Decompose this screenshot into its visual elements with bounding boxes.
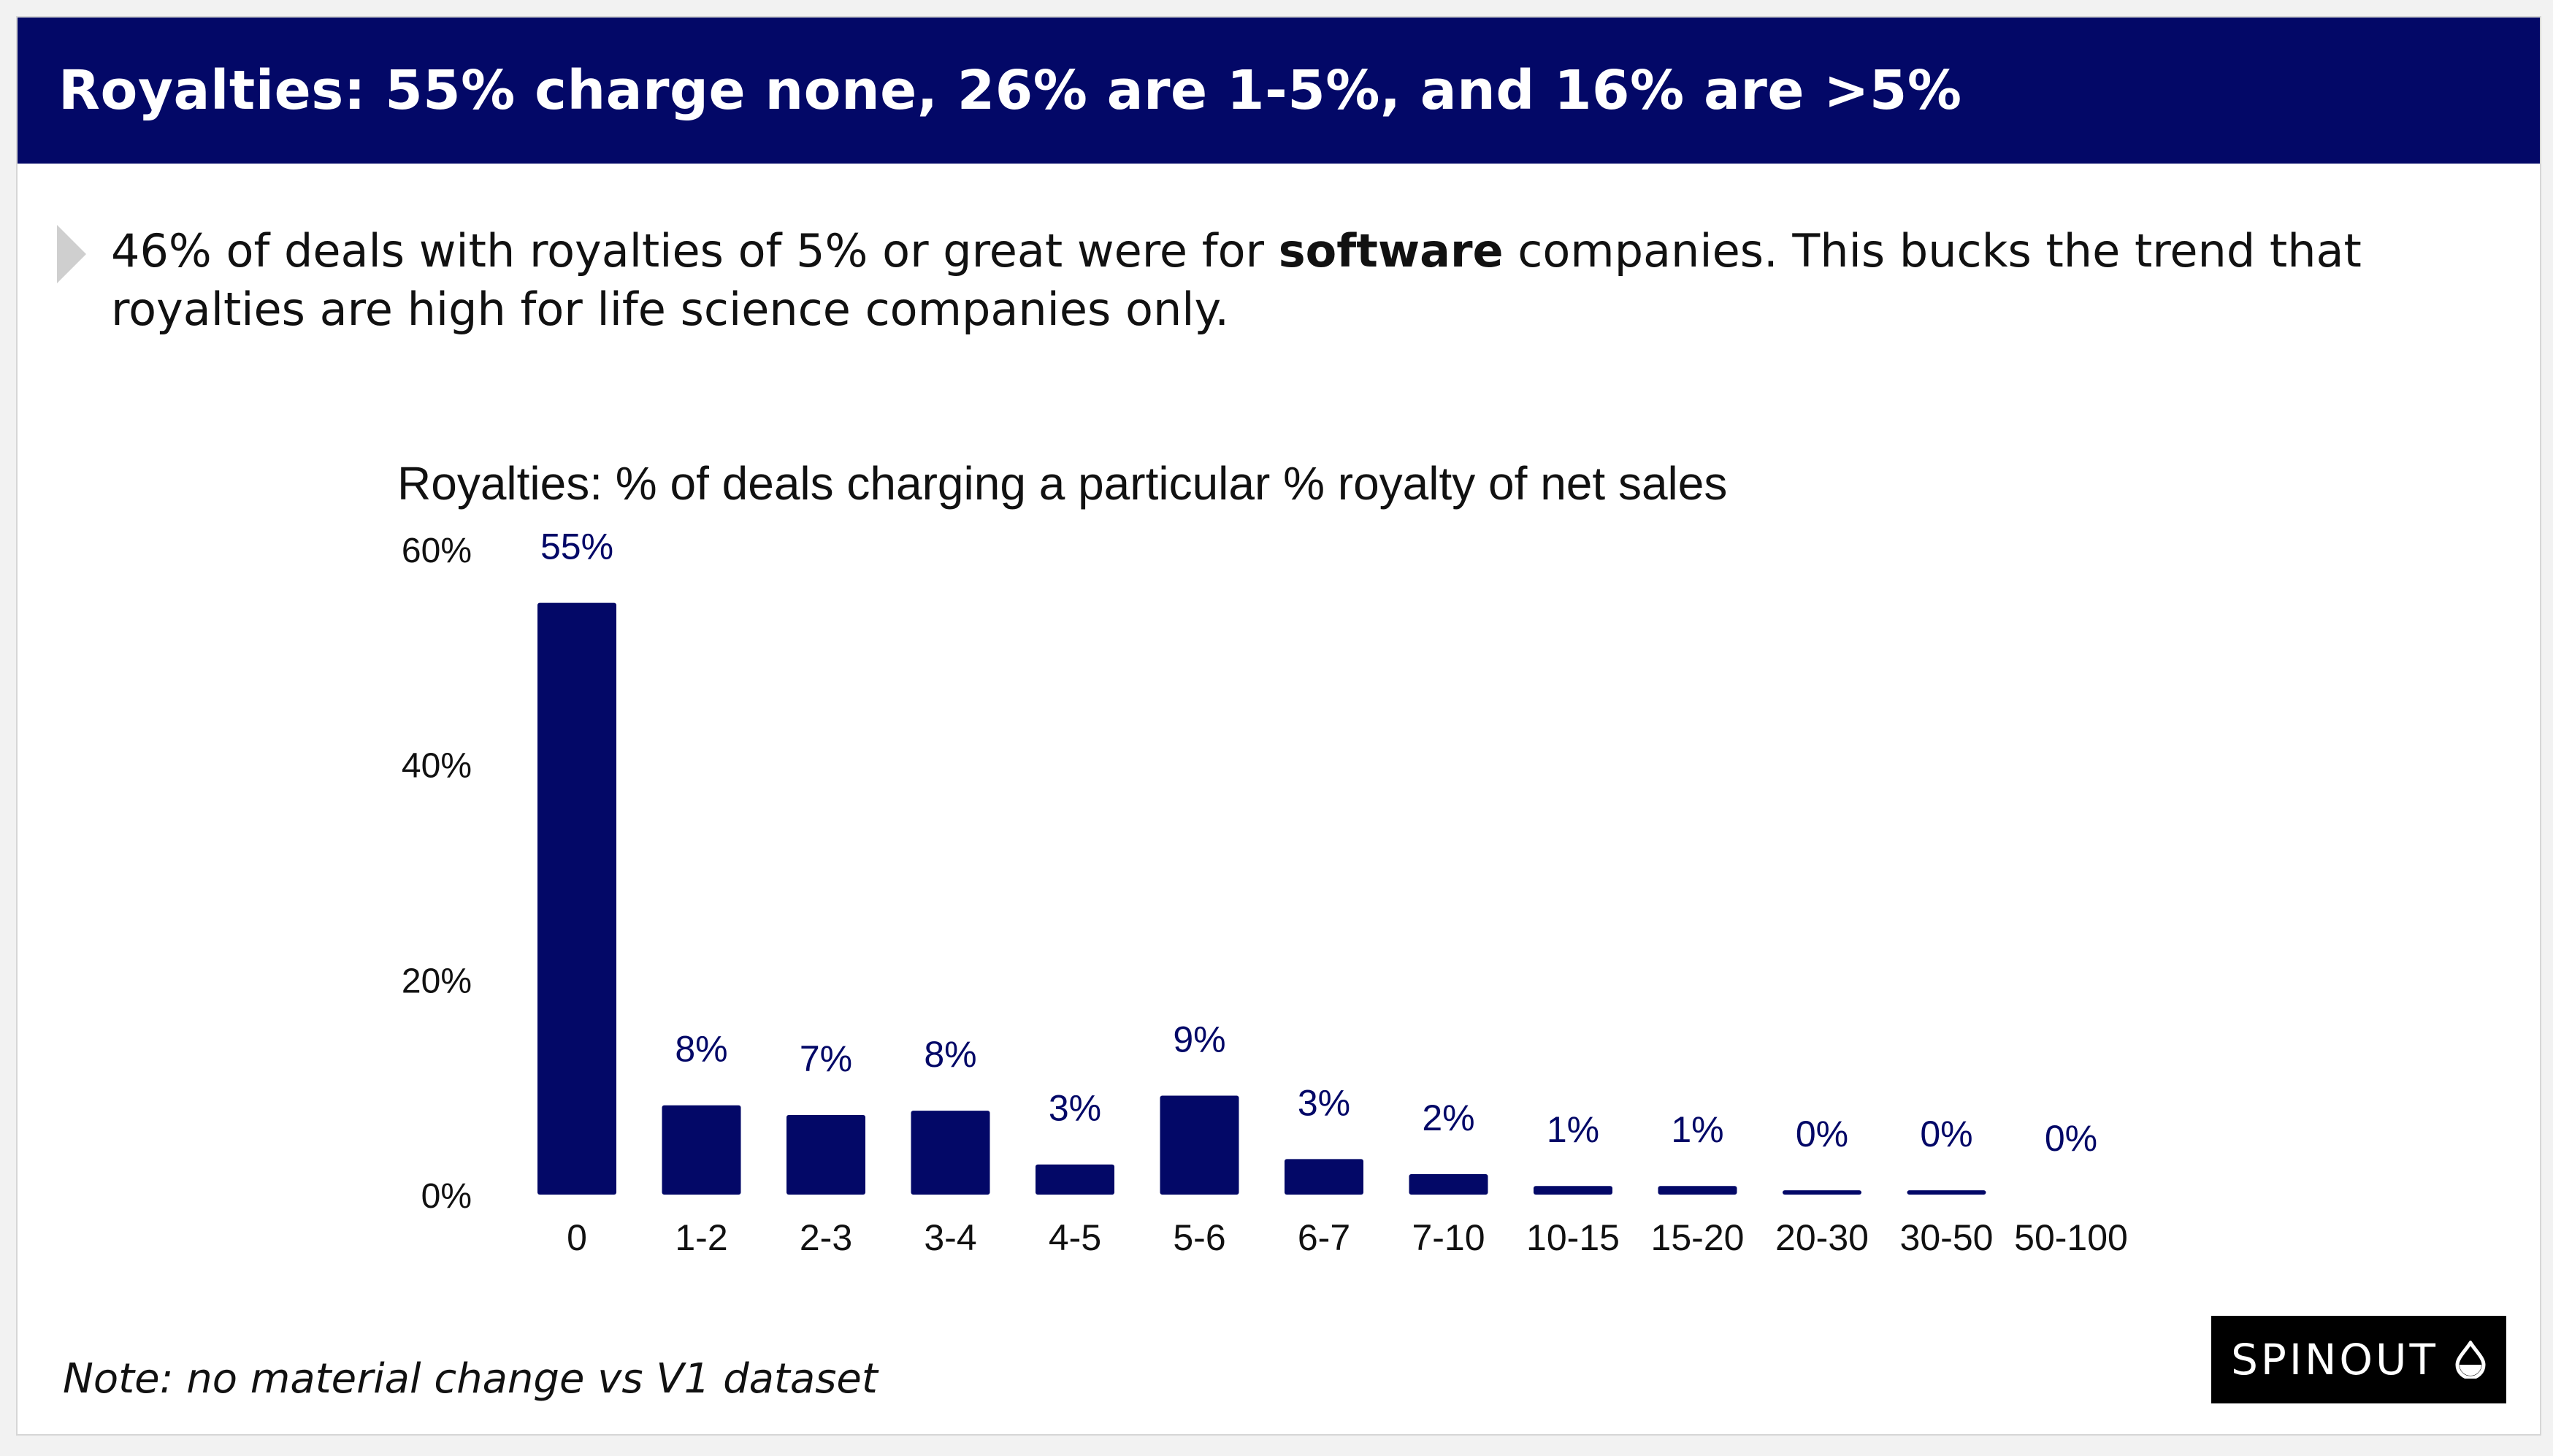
data-label: 3% [1049,1088,1101,1129]
x-tick-label: 20-30 [1775,1217,1869,1258]
brand-name: SPINOUT [2231,1335,2438,1384]
y-tick-label: 60% [402,532,472,570]
bar-15-20 [1658,1186,1737,1195]
x-tick-label: 6-7 [1298,1217,1350,1258]
x-tick-label: 5-6 [1173,1217,1225,1258]
data-label: 7% [800,1038,852,1079]
bar-4-5 [1036,1164,1114,1195]
bar-2-3 [786,1114,865,1195]
bar-30-50 [1907,1190,1986,1195]
x-tick-label: 4-5 [1049,1217,1101,1258]
chart-card: Royalties: 55% charge none, 26% are 1-5%… [16,16,2541,1436]
brand-logo: SPINOUT [2211,1316,2506,1403]
x-tick-label: 15-20 [1651,1217,1745,1258]
data-label: 1% [1671,1109,1723,1150]
data-label: 8% [924,1034,976,1075]
header-bar: Royalties: 55% charge none, 26% are 1-5%… [18,18,2540,164]
data-labels: 55% 8% 7% 8% 3% 9% 3% 2% 1% 1% 0% 0% 0% [540,526,2097,1159]
bar-5-6 [1160,1095,1239,1195]
x-tick-label: 30-50 [1900,1217,1994,1258]
bar-3-4 [911,1111,990,1195]
droplet-icon [2455,1341,2486,1379]
data-label: 0% [2045,1118,2097,1159]
data-label: 1% [1547,1109,1599,1150]
x-tick-label: 7-10 [1412,1217,1485,1258]
bar-chart: Royalties: % of deals charging a particu… [397,457,2128,1258]
lede-after: companies. This bucks the trend that roy… [111,224,2362,336]
bullet-arrow-icon [57,225,86,283]
bar-6-7 [1285,1159,1363,1195]
bar-1-2 [662,1105,741,1195]
data-label: 3% [1298,1082,1350,1123]
lede-emphasis: software [1278,224,1504,277]
y-axis: 0% 20% 40% 60% [402,532,472,1216]
footnote: Note: no material change vs V1 dataset [63,1355,878,1403]
data-label: 9% [1173,1019,1225,1060]
bar-20-30 [1783,1190,1861,1195]
y-tick-label: 40% [402,747,472,786]
data-label: 2% [1422,1097,1474,1138]
x-tick-label: 3-4 [924,1217,976,1258]
page-title: Royalties: 55% charge none, 26% are 1-5%… [58,59,1962,122]
lede-before: 46% of deals with royalties of 5% or gre… [111,224,1279,277]
y-tick-label: 20% [402,962,472,1000]
x-tick-label: 0 [567,1217,587,1258]
x-tick-label: 1-2 [675,1217,727,1258]
x-tick-label: 50-100 [2014,1217,2128,1258]
bar-7-10 [1409,1174,1488,1195]
bar-0 [537,602,616,1195]
bars [537,602,1986,1195]
data-label: 0% [1920,1114,1972,1154]
chart-title: Royalties: % of deals charging a particu… [397,457,1727,510]
x-axis: 0 1-2 2-3 3-4 4-5 5-6 6-7 7-10 10-15 15-20 20-30 30… [567,1217,2128,1258]
data-label: 8% [675,1029,727,1070]
bar-10-15 [1534,1186,1612,1195]
x-tick-label: 10-15 [1526,1217,1620,1258]
lede-text: 46% of deals with royalties of 5% or gre… [111,222,2477,339]
y-tick-label: 0% [421,1177,472,1216]
data-label: 55% [540,526,613,567]
data-label: 0% [1796,1114,1848,1154]
x-tick-label: 2-3 [800,1217,852,1258]
